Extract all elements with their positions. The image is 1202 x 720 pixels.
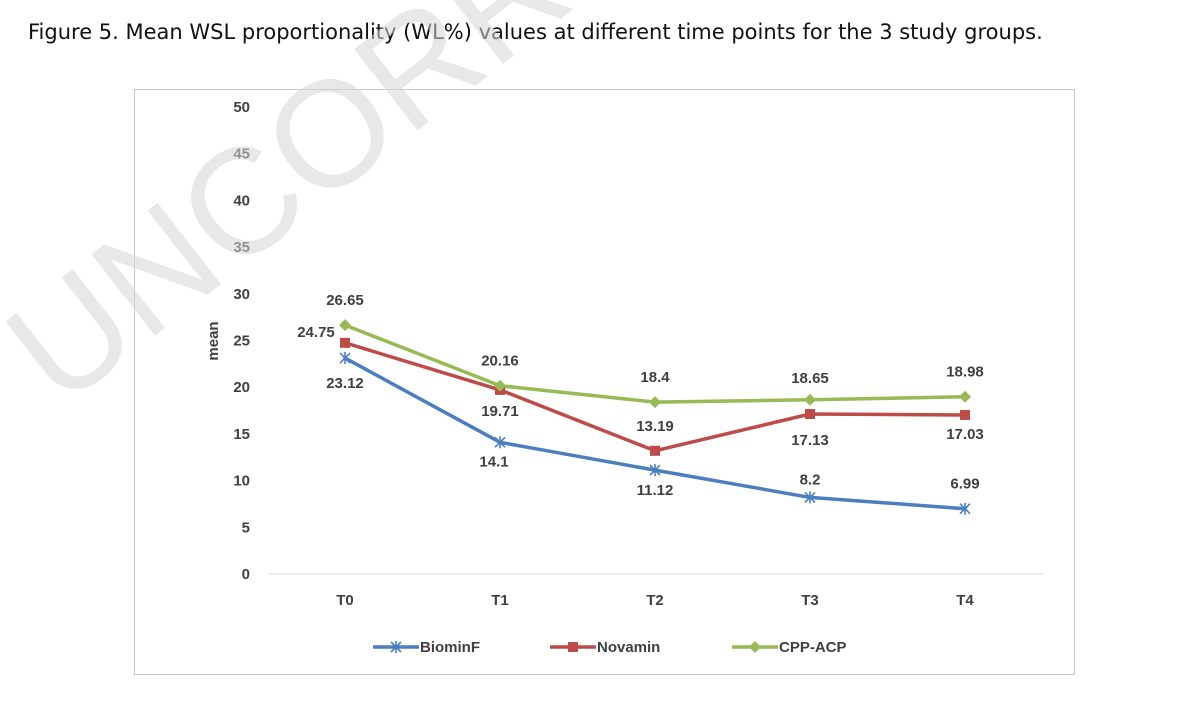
data-point-novamin: [960, 409, 970, 420]
y-axis-title: mean: [205, 321, 222, 360]
y-tick-label: 30: [233, 286, 250, 303]
data-label-cpp-acp: 18.98: [946, 364, 984, 381]
y-tick-label: 20: [233, 379, 250, 396]
data-label-novamin: 17.03: [946, 426, 984, 443]
data-point-novamin: [340, 337, 350, 348]
legend-marker-novamin: [568, 642, 578, 652]
data-label-novamin: 13.19: [636, 418, 674, 435]
data-point-biominf: [649, 464, 661, 477]
data-point-biominf: [959, 502, 971, 515]
data-point-cpp-acp: [494, 379, 506, 392]
data-label-novamin: 19.71: [481, 403, 519, 420]
y-tick-label: 45: [233, 146, 250, 163]
y-tick-label: 10: [233, 473, 250, 490]
data-point-biominf: [494, 436, 506, 449]
data-point-cpp-acp: [959, 390, 971, 403]
legend-label-novamin: Novamin: [597, 639, 660, 656]
data-point-novamin: [650, 445, 660, 456]
y-tick-label: 35: [233, 239, 250, 256]
data-point-biominf: [339, 352, 351, 365]
legend-marker-biominf: [390, 641, 402, 653]
x-tick-label: T2: [646, 592, 664, 609]
data-label-cpp-acp: 20.16: [481, 353, 519, 370]
x-tick-label: T3: [801, 592, 819, 609]
y-tick-label: 0: [242, 566, 250, 583]
data-point-novamin: [805, 409, 815, 420]
data-label-cpp-acp: 18.65: [791, 370, 829, 387]
legend-label-cpp-acp: CPP-ACP: [779, 639, 847, 656]
y-tick-label: 50: [233, 99, 250, 116]
legend-label-biominf: BiominF: [420, 639, 480, 656]
data-point-biominf: [804, 491, 816, 504]
series-line-cpp-acp: [343, 323, 967, 404]
x-tick-label: T1: [491, 592, 509, 609]
x-tick-label: T4: [956, 592, 974, 609]
data-point-cpp-acp: [339, 319, 351, 332]
chart-frame: [134, 89, 1075, 675]
y-tick-label: 40: [233, 192, 250, 209]
figure-caption: Figure 5. Mean WSL proportionality (WL%)…: [28, 20, 1043, 44]
data-point-cpp-acp: [804, 393, 816, 406]
data-label-cpp-acp: 26.65: [326, 292, 364, 309]
y-tick-label: 25: [233, 333, 250, 350]
data-label-biominf: 14.1: [479, 453, 508, 470]
data-label-novamin: 24.75: [297, 324, 335, 341]
data-label-novamin: 17.13: [791, 432, 829, 449]
legend-marker-cpp-acp: [749, 641, 761, 653]
data-point-cpp-acp: [649, 396, 661, 409]
y-tick-label: 15: [233, 426, 250, 443]
data-label-biominf: 23.12: [326, 375, 364, 392]
y-tick-label: 5: [242, 519, 250, 536]
data-label-biominf: 6.99: [950, 476, 979, 493]
data-label-biominf: 11.12: [637, 482, 674, 499]
x-tick-label: T0: [336, 592, 354, 609]
data-label-cpp-acp: 18.4: [640, 369, 670, 386]
data-label-biominf: 8.2: [800, 471, 821, 488]
